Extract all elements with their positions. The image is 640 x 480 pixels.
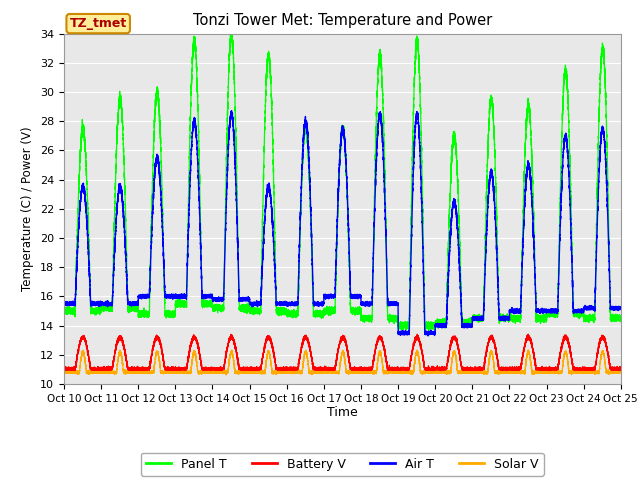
Air T — [60, 300, 68, 306]
Panel T — [609, 318, 617, 324]
Battery V — [237, 370, 245, 376]
Solar V — [544, 370, 552, 375]
Air T — [559, 149, 567, 155]
Line: Solar V: Solar V — [64, 350, 621, 375]
Air T — [424, 333, 432, 339]
Y-axis label: Temperature (C) / Power (V): Temperature (C) / Power (V) — [22, 127, 35, 291]
Panel T — [544, 311, 552, 316]
Air T — [415, 136, 423, 142]
Panel T — [425, 328, 433, 334]
Battery V — [616, 367, 623, 373]
Solar V — [609, 369, 617, 375]
X-axis label: Time: Time — [327, 407, 358, 420]
Legend: Panel T, Battery V, Air T, Solar V: Panel T, Battery V, Air T, Solar V — [141, 453, 544, 476]
Panel T — [559, 90, 567, 96]
Solar V — [310, 369, 318, 375]
Panel T — [616, 314, 623, 320]
Battery V — [310, 366, 318, 372]
Solar V — [60, 369, 68, 375]
Solar V — [616, 370, 623, 375]
Battery V — [559, 337, 567, 343]
Panel T — [310, 309, 318, 314]
Solar V — [617, 370, 625, 375]
Air T — [609, 307, 617, 312]
Line: Battery V: Battery V — [64, 334, 621, 373]
Title: Tonzi Tower Met: Temperature and Power: Tonzi Tower Met: Temperature and Power — [193, 13, 492, 28]
Line: Panel T: Panel T — [64, 30, 621, 331]
Solar V — [559, 357, 567, 363]
Battery V — [609, 368, 617, 373]
Battery V — [544, 366, 552, 372]
Air T — [310, 300, 318, 306]
Solar V — [228, 347, 236, 353]
Panel T — [617, 315, 625, 321]
Air T — [228, 108, 236, 113]
Panel T — [60, 308, 68, 313]
Line: Air T: Air T — [64, 110, 621, 336]
Air T — [617, 304, 625, 310]
Air T — [616, 306, 623, 312]
Battery V — [60, 367, 68, 373]
Solar V — [222, 372, 230, 378]
Battery V — [524, 331, 532, 337]
Solar V — [415, 360, 423, 366]
Air T — [544, 307, 552, 312]
Panel T — [415, 69, 423, 74]
Panel T — [227, 27, 235, 33]
Battery V — [617, 367, 625, 373]
Text: TZ_tmet: TZ_tmet — [70, 17, 127, 30]
Battery V — [415, 337, 423, 343]
